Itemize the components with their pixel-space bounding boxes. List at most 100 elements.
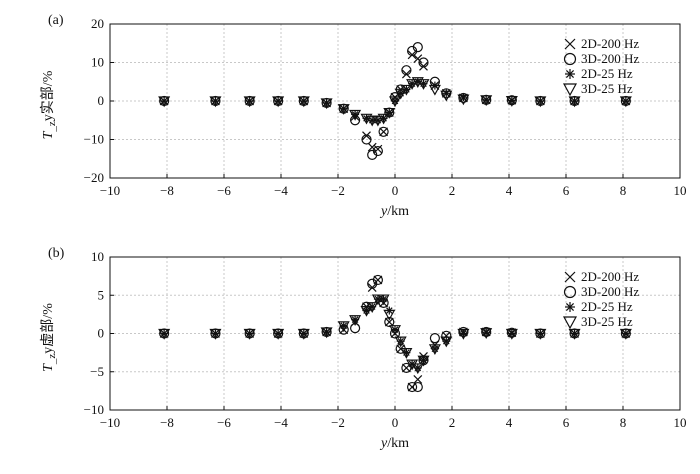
legend-marker — [562, 316, 578, 330]
data-point — [383, 107, 396, 119]
x-tick-label: 4 — [506, 415, 513, 430]
x-tick-label: 8 — [620, 415, 627, 430]
data-point — [372, 145, 383, 157]
data-point — [158, 96, 171, 108]
data-point — [440, 336, 453, 348]
y-tick-label: 10 — [91, 249, 104, 264]
data-point — [320, 327, 333, 339]
data-point — [379, 127, 389, 137]
data-point — [394, 336, 407, 348]
y-axis-label: T_zy虚部/% — [40, 303, 58, 372]
data-point — [349, 109, 362, 121]
data-point — [366, 115, 379, 127]
data-point — [480, 95, 493, 107]
data-point — [272, 328, 285, 340]
data-point — [568, 328, 581, 340]
data-point — [377, 113, 390, 125]
data-point — [406, 79, 419, 90]
x-tick-label: 8 — [620, 183, 627, 198]
data-point — [407, 381, 418, 393]
x-tick-label: 6 — [563, 183, 570, 198]
data-point — [534, 328, 547, 340]
legend-marker — [565, 69, 575, 79]
data-point — [411, 363, 424, 375]
y-tick-label: 0 — [98, 326, 105, 341]
data-point — [377, 294, 390, 306]
data-point — [371, 115, 384, 127]
data-point — [394, 88, 407, 100]
data-point — [400, 348, 413, 359]
data-point — [366, 302, 379, 313]
data-point — [406, 359, 419, 371]
data-point — [383, 309, 396, 321]
data-point — [297, 328, 310, 340]
data-point — [412, 41, 423, 53]
legend-entry: 3D-200 Hz — [581, 284, 639, 299]
data-point — [505, 328, 518, 340]
legend-marker — [564, 38, 576, 50]
data-point — [413, 374, 423, 384]
data-point — [361, 134, 372, 145]
y-tick-label: −10 — [84, 402, 104, 417]
data-point — [373, 275, 383, 285]
data-point — [272, 96, 285, 108]
data-point — [428, 84, 441, 96]
data-point — [337, 321, 350, 333]
y-tick-label: 5 — [98, 287, 105, 302]
legend-entry: 2D-200 Hz — [581, 36, 639, 51]
data-point — [568, 96, 581, 108]
legend-entry: 2D-25 Hz — [581, 66, 633, 81]
data-point — [384, 316, 395, 328]
data-point — [371, 294, 384, 306]
data-point — [419, 61, 428, 71]
x-tick-label: 10 — [674, 415, 687, 430]
y-tick-label: −20 — [84, 170, 104, 185]
data-point — [297, 96, 310, 108]
legend-entry: 3D-200 Hz — [581, 51, 639, 66]
x-tick-label: 2 — [449, 415, 456, 430]
x-tick-label: −10 — [100, 183, 120, 198]
data-point — [407, 382, 417, 392]
data-point — [412, 381, 423, 393]
legend-entry: 2D-200 Hz — [581, 269, 639, 284]
x-tick-label: −10 — [100, 415, 120, 430]
data-point — [384, 317, 394, 327]
x-tick-label: 0 — [392, 415, 399, 430]
x-axis-label: y/km — [379, 436, 409, 451]
data-point — [388, 325, 402, 336]
x-tick-label: 6 — [563, 415, 570, 430]
data-point — [457, 94, 470, 106]
x-tick-label: −8 — [160, 415, 174, 430]
y-axis-label: T_zy实部/% — [40, 70, 58, 139]
legend-marker — [562, 83, 578, 97]
legend-marker — [565, 302, 575, 312]
x-tick-label: −4 — [274, 183, 288, 198]
data-point — [505, 96, 518, 107]
data-point — [534, 96, 547, 108]
x-tick-label: 2 — [449, 183, 456, 198]
data-point — [362, 131, 371, 141]
data-point — [407, 50, 417, 60]
data-point — [400, 84, 413, 96]
data-point — [457, 328, 470, 340]
y-tick-label: 0 — [98, 93, 105, 108]
legend-marker — [563, 52, 577, 66]
data-point — [418, 57, 429, 68]
data-point — [440, 90, 453, 102]
data-point — [480, 328, 493, 339]
data-point — [428, 344, 441, 356]
data-point — [417, 79, 430, 90]
y-tick-label: −5 — [90, 364, 104, 379]
data-point — [367, 142, 377, 152]
legend-entry: 3D-25 Hz — [581, 314, 633, 329]
data-point — [372, 274, 383, 286]
legend-marker — [563, 285, 577, 299]
data-point — [619, 328, 632, 340]
data-point — [209, 96, 222, 108]
data-point — [243, 96, 256, 108]
x-axis-label: y/km — [379, 204, 409, 219]
y-tick-label: 20 — [91, 16, 104, 31]
y-tick-label: −10 — [84, 132, 104, 147]
data-point — [429, 332, 440, 344]
